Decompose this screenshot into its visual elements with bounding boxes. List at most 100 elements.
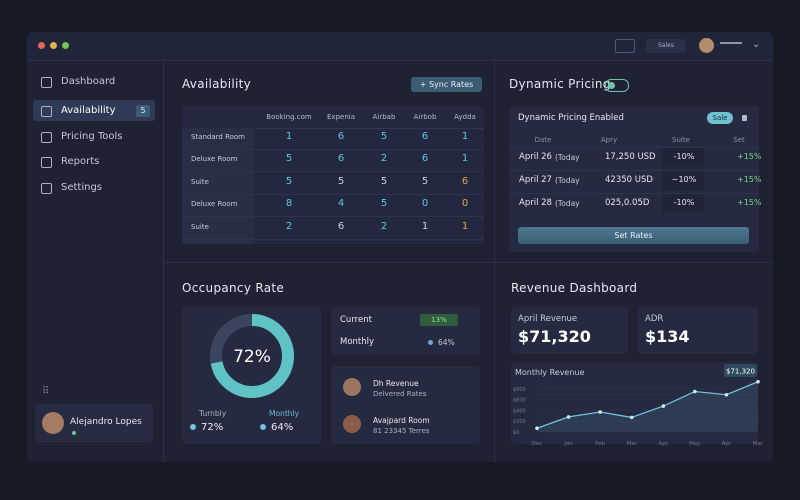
donut-card [182, 306, 321, 444]
point [629, 415, 634, 420]
status-dot [72, 431, 76, 435]
cell: 5 [421, 176, 429, 187]
item-title: Avajpard Room [373, 416, 430, 425]
label-col-bg [182, 128, 254, 244]
dot-yellow[interactable] [50, 42, 57, 49]
markup: +15% [737, 198, 762, 207]
nav-badge: 5 [136, 105, 150, 117]
nav-item[interactable]: Settings [61, 182, 103, 193]
stat-value: 13% [420, 314, 458, 326]
donut: 72% [210, 314, 294, 398]
cell: 5 [380, 131, 388, 142]
topbar-button[interactable]: Sales [646, 39, 686, 53]
column-header: Booking.com [266, 113, 312, 121]
x-tick-label: Apr [659, 441, 669, 447]
x-tick-label: Apr [722, 441, 732, 447]
legend-dot [260, 424, 266, 430]
nav-icon [41, 132, 52, 143]
grid-icon: ⠿ [42, 386, 50, 397]
cell: 6 [337, 221, 345, 232]
user-name: Alejandro Lopes [70, 417, 142, 427]
column-header: Airbob [413, 113, 437, 121]
stat-label: Monthly [340, 337, 375, 347]
pct-cell-bg [662, 171, 704, 190]
today: (Today [555, 199, 580, 208]
nav-item[interactable]: Reports [61, 156, 100, 167]
item-subtitle: Delvered Rates [373, 390, 427, 398]
y-tick-label: $800 [513, 387, 526, 393]
x-tick-label: Feb [595, 441, 605, 447]
divider-v [494, 60, 495, 462]
cell: 4 [337, 198, 345, 209]
nav-item[interactable]: Dashboard [61, 76, 116, 87]
topbar-avatar[interactable] [699, 38, 714, 53]
legend-value: 64% [271, 422, 294, 433]
row-line [182, 216, 484, 217]
dot-green[interactable] [62, 42, 69, 49]
topbar-icon[interactable] [615, 39, 635, 53]
cell: 2 [285, 221, 293, 232]
sync-button[interactable]: + Sync Rates [411, 77, 482, 92]
chart-tag: $71,320 [726, 368, 755, 376]
row-label: Suite [191, 223, 209, 231]
column-header: Suite [672, 136, 690, 144]
chart-title: Monthly Revenue [515, 368, 584, 377]
cell: 1 [421, 221, 429, 232]
toggle[interactable] [605, 79, 629, 92]
nav-item[interactable]: Availability [61, 105, 116, 116]
donut-arc [210, 314, 294, 398]
cell: 6 [421, 153, 429, 164]
cell: 6 [337, 131, 345, 142]
tag-bg [724, 364, 757, 377]
cell: 6 [461, 176, 469, 187]
price: 42350 USD [605, 175, 653, 185]
cell: 8 [285, 198, 293, 209]
point [661, 404, 666, 408]
point [693, 389, 697, 394]
kpi-card [511, 307, 628, 354]
kpi-label: ADR [645, 314, 664, 324]
badge-icon [742, 115, 747, 121]
point [566, 415, 571, 419]
today: (Today [555, 176, 580, 185]
row-line [182, 194, 484, 195]
row-line [182, 171, 484, 172]
point [598, 410, 602, 414]
cell: 5 [380, 198, 388, 209]
markup: +15% [737, 175, 762, 184]
dot-red[interactable] [38, 42, 45, 49]
area [537, 381, 758, 432]
sale-badge: Sale [707, 112, 733, 124]
row-line [182, 149, 484, 150]
discount: -10% [673, 152, 695, 161]
item-title: Dh Revenue [373, 379, 419, 388]
row-label: Standard Room [191, 133, 246, 141]
price: 025,0.05D [605, 198, 650, 208]
column-header: Set [733, 136, 745, 144]
kpi-value: $71,320 [518, 327, 591, 346]
pricing-card: Dynamic Pricing Enabled Sale Date Apry Suite… [509, 106, 762, 252]
discount: -10% [673, 198, 695, 207]
set-rates[interactable]: Set Rates [518, 227, 749, 244]
cell: 6 [337, 153, 345, 164]
cell: 0 [461, 198, 469, 209]
column-header: Apry [600, 136, 618, 144]
cell: 5 [380, 176, 388, 187]
donut-label: 72% [233, 347, 271, 367]
y-tick-label: $0 [513, 430, 519, 436]
cell: 6 [421, 131, 429, 142]
cell: 0 [421, 198, 429, 209]
date: April 28 [519, 198, 552, 208]
row-line [509, 193, 759, 194]
cell: 5 [337, 176, 345, 187]
chevron[interactable]: ⌄ [752, 39, 761, 50]
point [724, 392, 729, 397]
cell: 1 [461, 131, 469, 142]
nav-item[interactable]: Pricing Tools [61, 131, 123, 142]
nav-active [33, 100, 155, 121]
row-label: Suite [191, 178, 209, 186]
kpi-card [638, 307, 758, 354]
